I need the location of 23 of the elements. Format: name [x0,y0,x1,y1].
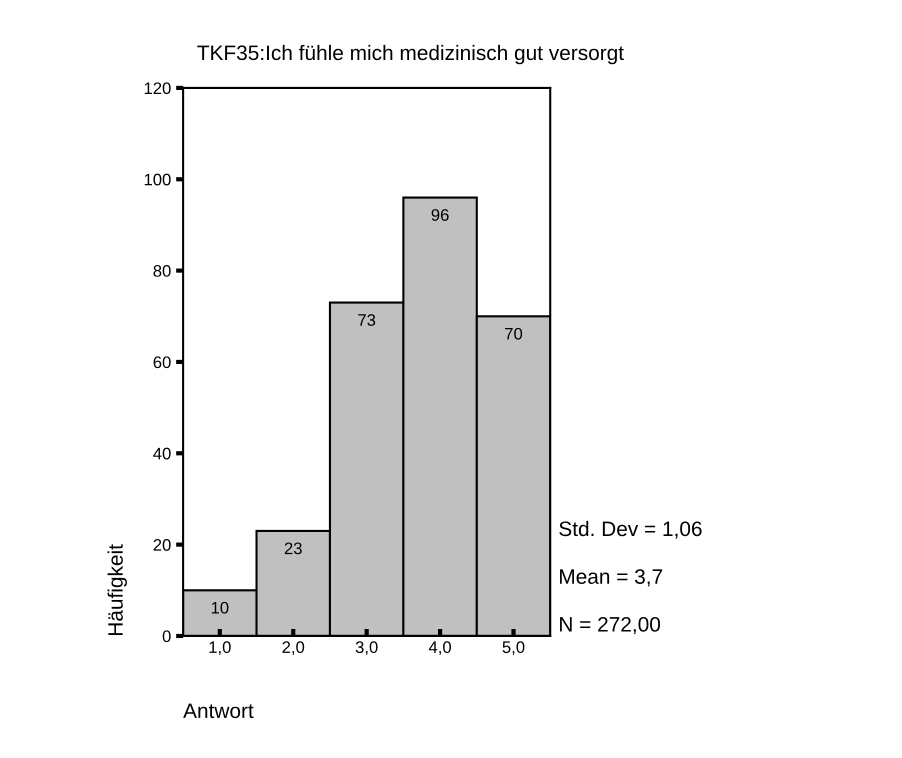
y-tick-label: 0 [162,630,171,642]
data-label: 10 [212,602,228,614]
x-axis-title: Antwort [183,704,254,718]
y-tick-label: 60 [154,356,171,368]
text: N = 272,00 [560,616,660,634]
y-tick-label: 80 [153,265,171,277]
y-tick-label: 40 [153,448,171,460]
text: Std. Dev = 1,06 [559,520,702,539]
x-tick-label: 2,0 [282,641,304,656]
x-tick-label: 3,0 [356,641,378,656]
data-label: 73 [358,314,376,326]
chart-title: TKF35:Ich fühle mich medizinisch gut versorgt [197,44,624,64]
data-label: 96 [432,209,449,221]
text: Mean = 3,7 [560,569,662,586]
y-axis-title: Häufigkeit [108,544,127,636]
y-tick-label: 100 [144,174,171,186]
x-tick-label: 1,0 [210,641,231,656]
y-tick-label: 20 [154,539,171,551]
data-label: 70 [505,328,522,340]
y-tick-label: 120 [144,82,171,94]
x-tick-label: 4,0 [428,641,452,656]
x-tick-label: 5,0 [502,641,524,656]
data-label: 23 [284,542,302,554]
